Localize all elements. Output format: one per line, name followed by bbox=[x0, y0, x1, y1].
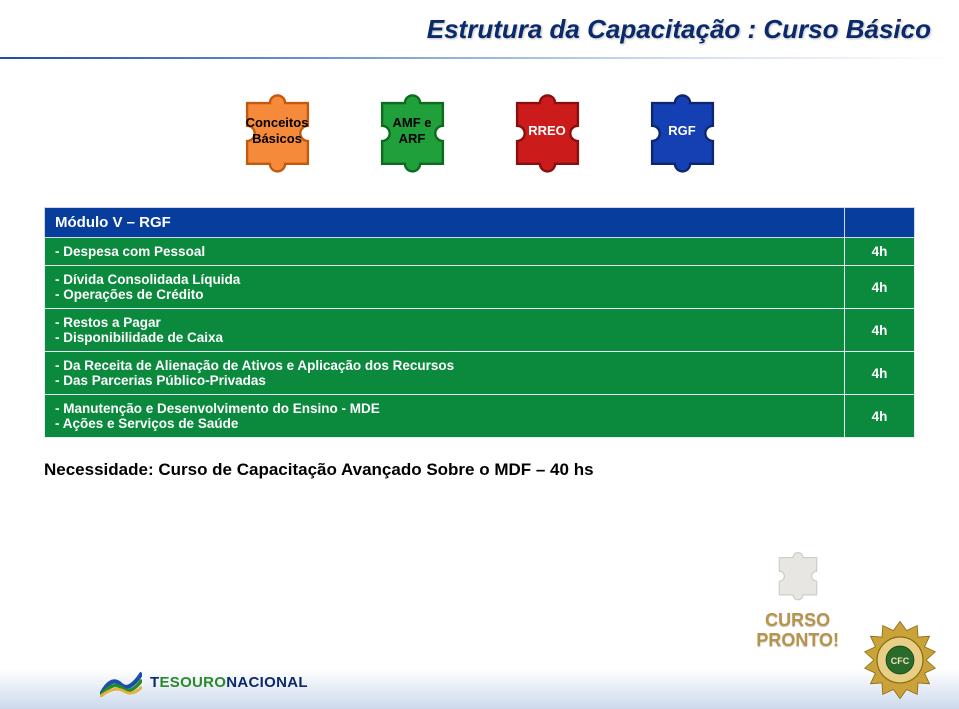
table-row: - Manutenção e Desenvolvimento do Ensino… bbox=[45, 395, 915, 438]
row-line: - Despesa com Pessoal bbox=[55, 244, 834, 259]
puzzle-row: Conceitos Básicos AMF e ARF RREO RGF bbox=[0, 77, 959, 185]
puzzle-piece-2: RREO bbox=[500, 84, 595, 179]
cfc-seal-icon: CFC bbox=[859, 619, 941, 701]
puzzle-piece-0: Conceitos Básicos bbox=[230, 84, 325, 179]
tesouro-logo-text: TESOURONACIONAL bbox=[150, 674, 308, 691]
row-line: - Restos a Pagar bbox=[55, 315, 834, 330]
tesouro-logo: TESOURONACIONAL bbox=[100, 667, 308, 697]
row-duration: 4h bbox=[845, 352, 915, 395]
title-rule bbox=[0, 57, 959, 59]
row-desc: - Dívida Consolidada Líquida- Operações … bbox=[45, 266, 845, 309]
title-bar: Estrutura da Capacitação : Curso Básico bbox=[0, 0, 959, 53]
row-line: - Dívida Consolidada Líquida bbox=[55, 272, 834, 287]
row-desc: - Despesa com Pessoal bbox=[45, 238, 845, 266]
row-line: - Da Receita de Alienação de Ativos e Ap… bbox=[55, 358, 834, 373]
puzzle-badge-icon bbox=[767, 544, 829, 606]
puzzle-label-0: Conceitos Básicos bbox=[246, 115, 309, 148]
row-duration: 4h bbox=[845, 266, 915, 309]
table-row: - Dívida Consolidada Líquida- Operações … bbox=[45, 266, 915, 309]
puzzle-label-1: AMF e ARF bbox=[393, 115, 432, 148]
row-line: - Manutenção e Desenvolvimento do Ensino… bbox=[55, 401, 834, 416]
row-line: - Das Parcerias Público-Privadas bbox=[55, 373, 834, 388]
module-table: Módulo V – RGF - Despesa com Pessoal4h- … bbox=[44, 207, 915, 438]
puzzle-label-3: RGF bbox=[668, 123, 695, 139]
row-desc: - Restos a Pagar- Disponibilidade de Cai… bbox=[45, 309, 845, 352]
row-line: - Operações de Crédito bbox=[55, 287, 834, 302]
puzzle-piece-1: AMF e ARF bbox=[365, 84, 460, 179]
table-row: - Restos a Pagar- Disponibilidade de Cai… bbox=[45, 309, 915, 352]
row-duration: 4h bbox=[845, 309, 915, 352]
module-tbody: - Despesa com Pessoal4h- Dívida Consolid… bbox=[45, 238, 915, 438]
module-header: Módulo V – RGF bbox=[45, 208, 845, 238]
table-row: - Da Receita de Alienação de Ativos e Ap… bbox=[45, 352, 915, 395]
page-title: Estrutura da Capacitação : Curso Básico bbox=[427, 14, 959, 45]
need-line: Necessidade: Curso de Capacitação Avança… bbox=[0, 438, 959, 480]
module-table-wrap: Módulo V – RGF - Despesa com Pessoal4h- … bbox=[0, 207, 959, 438]
seal-text: CFC bbox=[891, 656, 910, 666]
puzzle-label-2: RREO bbox=[528, 123, 566, 139]
module-header-dur bbox=[845, 208, 915, 238]
tesouro-logo-mark bbox=[100, 667, 142, 697]
row-line: - Disponibilidade de Caixa bbox=[55, 330, 834, 345]
row-line: - Ações e Serviços de Saúde bbox=[55, 416, 834, 431]
footer: TESOURONACIONAL CFC bbox=[0, 619, 959, 709]
puzzle-piece-3: RGF bbox=[635, 84, 730, 179]
table-row: - Despesa com Pessoal 4h bbox=[45, 238, 915, 266]
row-desc: - Manutenção e Desenvolvimento do Ensino… bbox=[45, 395, 845, 438]
row-duration: 4h bbox=[845, 238, 915, 266]
row-desc: - Da Receita de Alienação de Ativos e Ap… bbox=[45, 352, 845, 395]
row-duration: 4h bbox=[845, 395, 915, 438]
